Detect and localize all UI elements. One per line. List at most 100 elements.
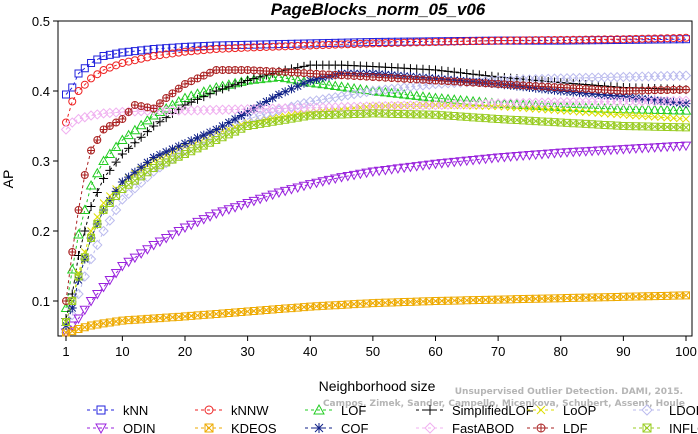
data-point (199, 92, 209, 102)
data-point (605, 103, 617, 113)
data-point (87, 74, 96, 83)
y-axis: 0.1 0.2 0.3 0.4 0.5 (32, 14, 58, 309)
data-point (143, 53, 152, 62)
data-point (67, 303, 77, 313)
data-point (73, 288, 84, 300)
data-point (581, 88, 591, 98)
data-point (180, 42, 189, 51)
data-point (632, 111, 640, 120)
data-point (117, 149, 127, 159)
data-point (649, 104, 661, 114)
data-point (204, 212, 216, 222)
data-point (224, 66, 233, 74)
data-point (637, 94, 647, 104)
data-point (480, 154, 491, 165)
data-point (162, 44, 171, 53)
data-point (405, 162, 416, 173)
data-point (323, 175, 335, 186)
legend-label: FastABOD (452, 421, 514, 434)
data-point (662, 97, 672, 106)
x-tick-label: 40 (303, 344, 317, 359)
x-tick-label: 90 (616, 344, 630, 359)
data-point (680, 141, 692, 152)
data-point (286, 73, 297, 84)
data-point (149, 121, 159, 131)
data-point (210, 209, 222, 220)
data-point (550, 106, 559, 115)
data-point (117, 262, 128, 272)
legend-marker (425, 405, 435, 415)
legend-marker (536, 423, 546, 433)
data-point (92, 239, 103, 251)
data-point (80, 80, 89, 89)
data-point (93, 70, 102, 79)
legend-label: COF (341, 421, 369, 434)
data-point (586, 146, 598, 157)
data-point (500, 36, 509, 45)
data-point (367, 167, 379, 178)
data-point (525, 104, 534, 113)
data-point (561, 148, 573, 158)
data-point (173, 227, 185, 237)
data-point (638, 112, 647, 120)
data-point (675, 33, 684, 42)
data-point (486, 154, 498, 164)
data-point (537, 36, 546, 45)
data-point (487, 36, 496, 45)
data-point (87, 146, 96, 155)
data-point (92, 109, 103, 120)
watermark-line-1: Unsupervised Outlier Detection. DAMI, 20… (455, 387, 683, 397)
legend-marker (314, 423, 324, 433)
data-point (273, 71, 285, 81)
data-point (186, 97, 196, 107)
data-point (643, 143, 654, 154)
data-point (86, 202, 96, 211)
data-point (630, 144, 642, 154)
data-point (575, 88, 585, 98)
plot-frame (57, 20, 693, 337)
data-point (174, 141, 184, 151)
data-point (461, 156, 473, 167)
series-fastabod (60, 95, 692, 135)
data-point (536, 150, 548, 160)
data-point (336, 173, 347, 183)
legend-marker (204, 405, 214, 415)
data-point (638, 34, 647, 43)
legend-item: LOF (305, 403, 366, 418)
series-knnw (62, 33, 690, 127)
data-point (180, 100, 190, 110)
data-point (199, 42, 208, 51)
data-point (594, 109, 603, 117)
data-point (249, 43, 258, 52)
data-point (343, 40, 352, 49)
legend-marker (313, 403, 325, 415)
data-point (293, 41, 302, 50)
data-point (661, 104, 673, 115)
data-point (473, 155, 485, 165)
x-axis: 1 10 20 30 40 50 60 70 80 90 100 (62, 336, 697, 359)
data-point (336, 91, 347, 102)
data-point (668, 142, 679, 152)
data-point (318, 41, 327, 50)
data-point (118, 48, 127, 57)
data-point (80, 226, 90, 236)
legend-label: LoOP (563, 403, 596, 418)
data-point (329, 174, 341, 185)
y-tick-label: 0.3 (32, 154, 50, 169)
data-point (248, 196, 260, 207)
data-point (682, 123, 690, 132)
data-point (443, 66, 453, 76)
data-point (211, 86, 221, 96)
data-point (99, 206, 108, 214)
data-point (682, 33, 690, 42)
data-point (273, 105, 285, 116)
data-point (587, 89, 597, 99)
data-point (505, 152, 517, 163)
y-tick-label: 0.1 (32, 294, 50, 309)
data-point (624, 144, 635, 155)
data-point (636, 104, 648, 114)
data-point (304, 180, 316, 190)
data-point (467, 156, 479, 166)
data-point (142, 127, 152, 137)
data-point (442, 93, 454, 104)
